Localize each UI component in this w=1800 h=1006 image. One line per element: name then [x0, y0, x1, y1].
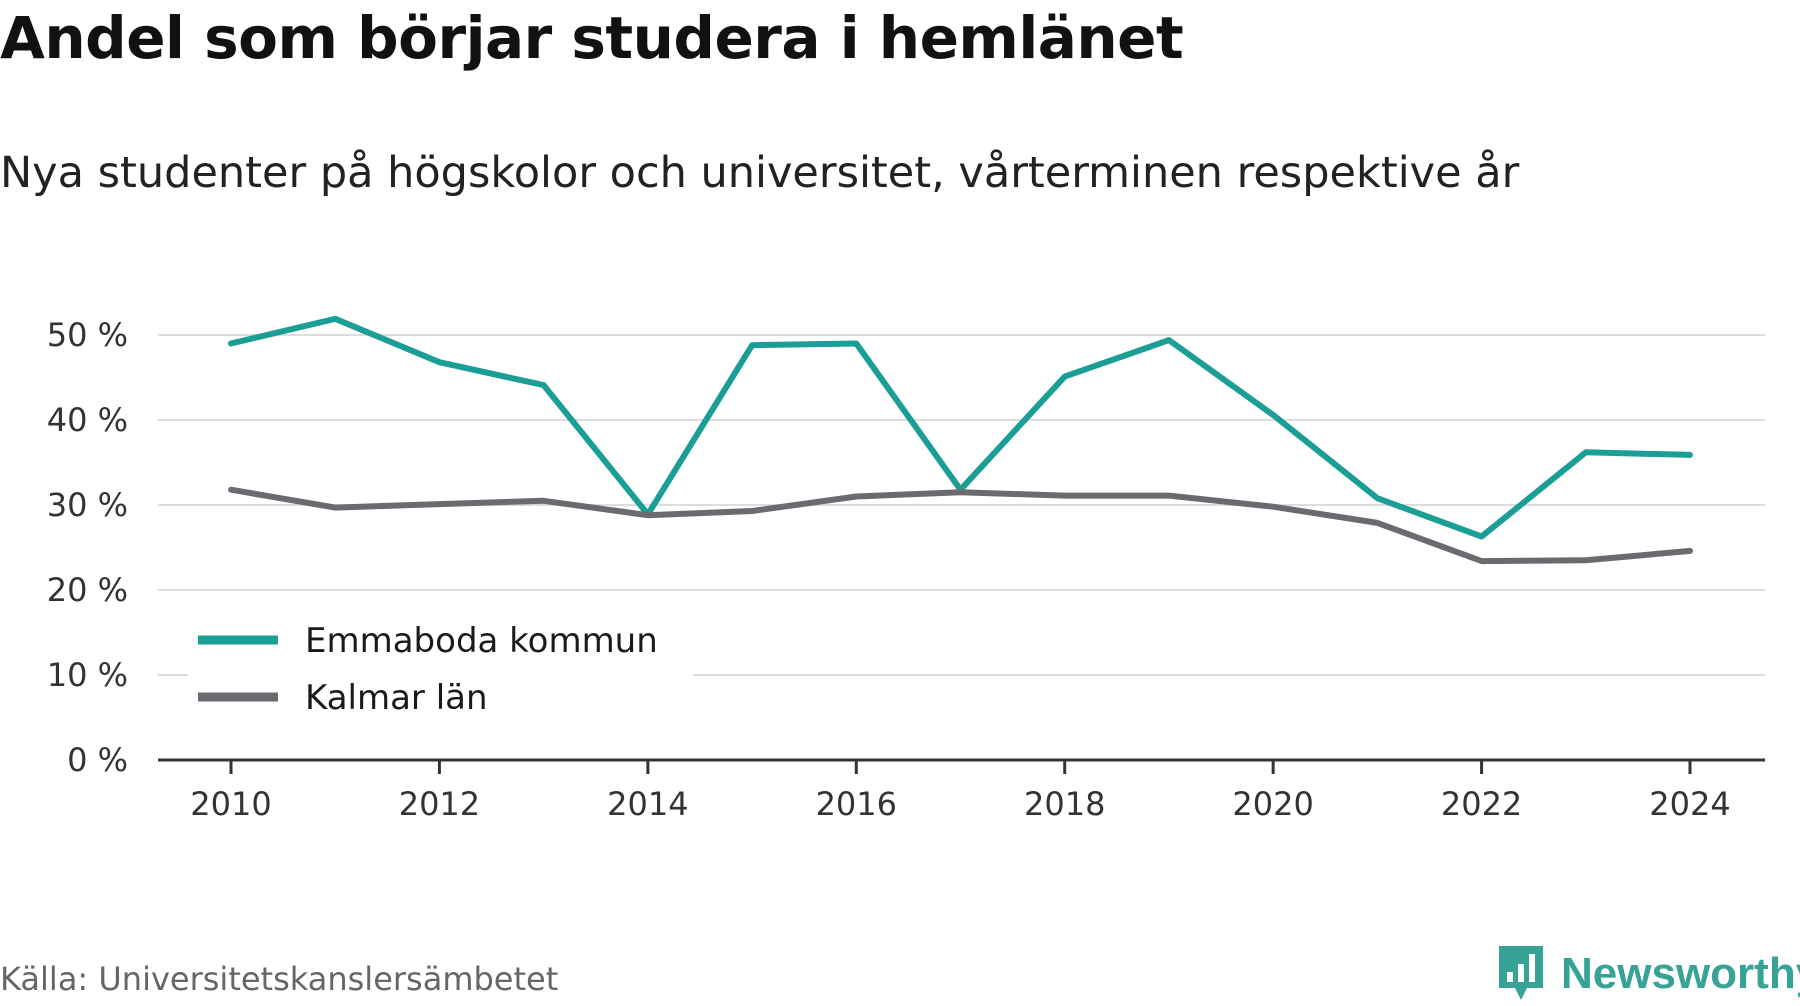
x-tick-label-2018: 2018 [1024, 785, 1105, 823]
data-point-emmaboda-2022 [1479, 533, 1485, 539]
data-point-kalmar-2023 [1583, 557, 1589, 563]
data-point-kalmar-2010 [228, 487, 234, 493]
data-point-kalmar-2020 [1270, 504, 1276, 510]
data-point-kalmar-2018 [1062, 493, 1068, 499]
data-point-emmaboda-2024 [1687, 452, 1693, 458]
data-point-emmaboda-2018 [1062, 374, 1068, 380]
y-tick-label-40: 40 % [47, 401, 128, 439]
data-point-kalmar-2013 [541, 498, 547, 504]
source-note: Källa: Universitetskanslersämbetet [0, 960, 559, 998]
data-point-kalmar-2017 [958, 489, 964, 495]
data-point-kalmar-2019 [1166, 493, 1172, 499]
data-point-kalmar-2015 [749, 508, 755, 514]
y-tick-label-50: 50 % [47, 316, 128, 354]
chart-title: Andel som börjar studera i hemlänet [0, 4, 1184, 72]
data-point-emmaboda-2015 [749, 342, 755, 348]
y-tick-label-20: 20 % [47, 571, 128, 609]
data-point-emmaboda-2012 [436, 359, 442, 365]
data-point-kalmar-2021 [1374, 520, 1380, 526]
legend-background [188, 615, 693, 730]
data-point-kalmar-2016 [853, 494, 859, 500]
data-point-emmaboda-2021 [1374, 495, 1380, 501]
data-point-kalmar-2012 [436, 501, 442, 507]
chart-subtitle: Nya studenter på högskolor och universit… [0, 148, 1520, 198]
data-point-emmaboda-2016 [853, 341, 859, 347]
x-tick-label-2022: 2022 [1441, 785, 1522, 823]
x-tick-label-2020: 2020 [1232, 785, 1313, 823]
data-point-kalmar-2011 [332, 505, 338, 511]
line-chart: 0 % 10 % 20 % 30 % 40 % 50 % Emmaboda kommun Ka… [47, 315, 1765, 823]
x-tick-label-2016: 2016 [816, 785, 897, 823]
x-tick-label-2012: 2012 [399, 785, 480, 823]
data-point-emmaboda-2020 [1270, 412, 1276, 418]
bar-chart-speech-bubble-icon [1499, 946, 1543, 1000]
data-point-emmaboda-2011 [332, 316, 338, 322]
x-tick-label-2024: 2024 [1649, 785, 1730, 823]
data-point-kalmar-2022 [1479, 558, 1485, 564]
y-tick-label-0: 0 % [67, 741, 128, 779]
data-point-emmaboda-2019 [1166, 337, 1172, 343]
data-point-emmaboda-2010 [228, 341, 234, 347]
x-tick-label-2010: 2010 [190, 785, 271, 823]
brand-name: Newsworthy [1561, 949, 1800, 998]
series-line-kalmar [228, 486, 1693, 565]
legend-label-kalmar: Kalmar län [305, 678, 488, 718]
legend-label-emmaboda: Emmaboda kommun [305, 621, 658, 661]
y-tick-label-30: 30 % [47, 486, 128, 524]
data-point-kalmar-2014 [645, 512, 651, 518]
data-point-kalmar-2024 [1687, 548, 1693, 554]
data-point-emmaboda-2023 [1583, 449, 1589, 455]
brand-logo: Newsworthy [1495, 942, 1800, 1006]
y-tick-label-10: 10 % [47, 656, 128, 694]
x-tick-label-2014: 2014 [607, 785, 688, 823]
data-point-emmaboda-2013 [541, 382, 547, 388]
